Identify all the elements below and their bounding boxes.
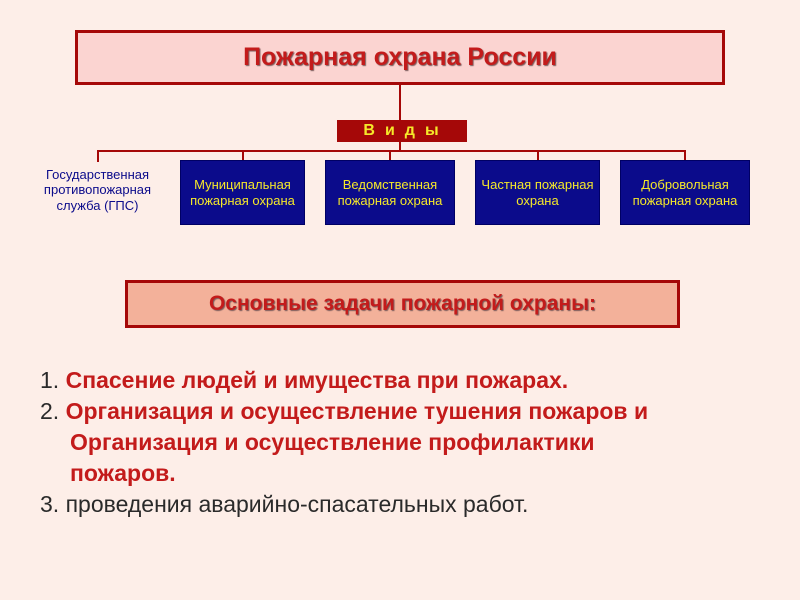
title-text: Пожарная охрана России bbox=[243, 43, 557, 72]
type-box-2: Муниципальная пожарная охрана bbox=[180, 160, 305, 225]
list-text: проведения аварийно-спасательных работ. bbox=[66, 491, 529, 517]
type-box-3: Ведомственная пожарная охрана bbox=[325, 160, 455, 225]
list-item: пожаров. bbox=[40, 458, 760, 489]
type-label: Государственная противопожарная служба (… bbox=[39, 167, 156, 214]
type-label: Ведомственная пожарная охрана bbox=[330, 177, 450, 208]
list-text: Организация и осуществление тушения пожа… bbox=[66, 398, 649, 424]
list-number: 2. bbox=[40, 398, 59, 424]
type-box-4: Частная пожарная охрана bbox=[475, 160, 600, 225]
list-text: Организация и осуществление профилактики bbox=[70, 429, 595, 455]
list-text: Спасение людей и имущества при пожарах. bbox=[66, 367, 569, 393]
list-number: 1. bbox=[40, 367, 59, 393]
list-item: 2. Организация и осуществление тушения п… bbox=[40, 396, 760, 427]
connector bbox=[399, 142, 401, 152]
connector bbox=[97, 150, 685, 152]
list-number: 3. bbox=[40, 491, 59, 517]
title-box: Пожарная охрана России bbox=[75, 30, 725, 85]
tasks-box: Основные задачи пожарной охраны: bbox=[125, 280, 680, 328]
type-box-1: Государственная противопожарная служба (… bbox=[35, 155, 160, 225]
type-label: Добровольная пожарная охрана bbox=[625, 177, 745, 208]
type-box-5: Добровольная пожарная охрана bbox=[620, 160, 750, 225]
tasks-title: Основные задачи пожарной охраны: bbox=[209, 292, 596, 316]
list-item: Организация и осуществление профилактики bbox=[40, 427, 760, 458]
types-label: Виды bbox=[337, 120, 467, 142]
type-label: Частная пожарная охрана bbox=[480, 177, 595, 208]
list-item: 3. проведения аварийно-спасательных рабо… bbox=[40, 489, 760, 520]
type-label: Муниципальная пожарная охрана bbox=[185, 177, 300, 208]
tasks-list: 1. Спасение людей и имущества при пожара… bbox=[40, 365, 760, 520]
connector bbox=[399, 85, 401, 120]
list-text: пожаров. bbox=[70, 460, 176, 486]
list-item: 1. Спасение людей и имущества при пожара… bbox=[40, 365, 760, 396]
